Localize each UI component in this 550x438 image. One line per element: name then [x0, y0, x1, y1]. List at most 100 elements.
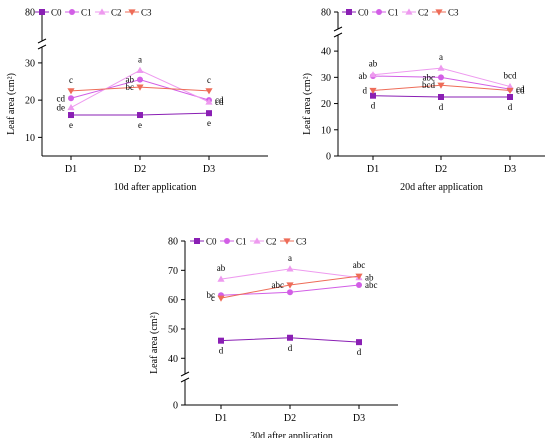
data-point-C2 [67, 103, 75, 111]
y-tick-label: 80 [25, 8, 35, 19]
x-axis-title: 20d after application [400, 182, 483, 193]
data-point-C0 [356, 339, 362, 346]
legend-marker-C3 [283, 238, 291, 245]
x-tick-label: D3 [203, 164, 215, 175]
y-tick-label: 70 [168, 266, 178, 277]
y-tick-label: 40 [168, 354, 178, 365]
data-label-C3: abc [353, 260, 366, 270]
legend: C0 C1 C2 C3 [35, 8, 152, 18]
x-tick-label: D1 [215, 413, 227, 424]
data-label-C2: cd [215, 97, 224, 107]
data-label-C1: bc [207, 290, 216, 300]
data-label-C3: d [363, 85, 368, 95]
y-axis-title: Leaf area (cm²) [302, 73, 313, 135]
legend-marker-C3 [128, 9, 136, 16]
legend-marker-C3 [435, 9, 443, 16]
data-point-C1 [68, 95, 74, 102]
data-point-C0 [507, 94, 513, 100]
legend-marker-C0 [346, 9, 352, 15]
legend-label-C0: C0 [358, 8, 369, 18]
data-label-C0: e [138, 120, 142, 130]
x-tick-label: D2 [284, 413, 296, 424]
data-point-C2 [437, 64, 445, 71]
data-label-C3: bcd [422, 80, 435, 90]
data-point-C0 [68, 112, 74, 119]
y-axis-title: Leaf area (cm²) [149, 312, 160, 374]
data-point-C2 [506, 82, 514, 90]
data-label-C3: abc [272, 280, 285, 290]
data-point-C3 [506, 87, 514, 95]
axis-break-mark [333, 26, 343, 32]
legend-label-C2: C2 [266, 237, 277, 247]
x-tick-label: D1 [65, 164, 77, 175]
legend-label-C3: C3 [448, 8, 459, 18]
data-label-C2: ab [365, 273, 374, 283]
x-tick-label: D3 [504, 164, 516, 175]
data-label-C1: cd [215, 95, 224, 105]
y-tick-label: 0 [173, 401, 178, 412]
y-tick-label: 80 [168, 237, 178, 248]
data-label-C0: d [371, 101, 376, 111]
axis-break-mark [333, 32, 343, 38]
y-tick-label: 60 [168, 295, 178, 306]
legend-label-C1: C1 [81, 8, 92, 18]
data-point-C2 [136, 66, 144, 73]
legend-label-C3: C3 [141, 8, 152, 18]
data-label-C2: a [288, 253, 292, 263]
data-label-C2: de [57, 103, 66, 113]
data-label-C0: e [207, 118, 211, 128]
data-point-C3 [286, 282, 294, 289]
data-point-C1 [287, 289, 293, 296]
legend-label-C0: C0 [206, 237, 217, 247]
data-point-C1 [137, 76, 143, 83]
legend-label-C2: C2 [111, 8, 122, 18]
x-axis-title: 30d after application [250, 431, 333, 438]
chart-panel-2: 0 10 20 30 40 80 D1 D2 D3 20d after application Le… [302, 8, 545, 193]
data-label-C3: bc [126, 82, 135, 92]
data-point-C3 [67, 88, 75, 95]
data-label-C2: a [439, 52, 443, 62]
legend-marker-C2 [253, 237, 261, 244]
y-axis-title: Leaf area (cm²) [6, 73, 17, 135]
axis-break-mark [180, 371, 190, 377]
data-point-C0 [218, 337, 224, 344]
data-label-C1: ab [126, 75, 135, 85]
x-tick-label: D1 [367, 164, 379, 175]
axis-break-mark [37, 38, 47, 44]
y-tick-label: 20 [321, 99, 331, 110]
legend-marker-C0 [39, 9, 45, 15]
data-point-C0 [370, 92, 376, 99]
data-label-C0: d [439, 102, 444, 112]
data-point-C2 [217, 275, 225, 282]
y-tick-label: 40 [321, 47, 331, 58]
data-point-C2 [286, 265, 294, 272]
data-label-C0: d [288, 343, 293, 353]
data-point-C2 [205, 98, 213, 105]
data-point-C1 [438, 74, 444, 81]
x-tick-label: D3 [353, 413, 365, 424]
legend-marker-C1 [224, 238, 230, 244]
y-tick-label: 80 [321, 8, 331, 19]
legend-label-C3: C3 [296, 237, 307, 247]
axis-break-mark [180, 377, 190, 383]
data-point-C3 [369, 87, 377, 95]
data-point-C0 [137, 112, 143, 119]
legend-label-C1: C1 [236, 237, 247, 247]
data-point-C0 [206, 110, 212, 117]
legend-marker-C1 [69, 9, 75, 15]
chart-panel-3: 0 40 50 60 70 80 D1 D2 D3 30d after application Le… [149, 237, 398, 438]
legend-label-C1: C1 [388, 8, 399, 18]
data-label-C2: ab [369, 59, 378, 69]
y-tick-label: 10 [25, 133, 35, 144]
data-point-C3 [355, 273, 363, 280]
legend-marker-C1 [376, 9, 382, 15]
data-label-C3: c [207, 75, 211, 85]
x-tick-label: D2 [435, 164, 447, 175]
data-point-C3 [136, 84, 144, 91]
legend-marker-C0 [194, 238, 200, 244]
legend: C0 C1 C2 C3 [342, 8, 459, 18]
data-label-C2: ab [217, 263, 226, 273]
axis-break-mark [37, 44, 47, 50]
legend-label-C0: C0 [51, 8, 62, 18]
legend-marker-C2 [98, 8, 106, 15]
